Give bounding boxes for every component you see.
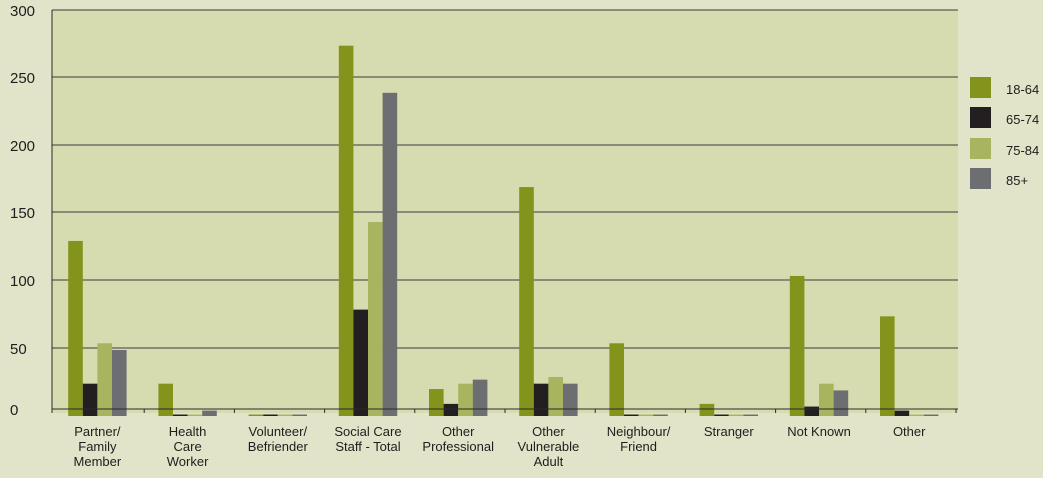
legend-swatch-85plus <box>970 168 991 189</box>
x-tick-label-line: Other <box>442 424 475 439</box>
y-tick-label: 200 <box>10 138 35 155</box>
bar-85plus-cat-8 <box>833 390 849 416</box>
bar-85plus-cat-2 <box>292 414 307 416</box>
legend-swatch-65-74 <box>970 107 991 128</box>
bar-65-74-cat-9 <box>894 410 910 416</box>
bar-65-74-cat-7 <box>714 414 729 416</box>
x-tick-label-line: Not Known <box>787 424 851 439</box>
x-tick-label-line: Neighbour/ <box>607 424 671 439</box>
legend-label: 75-84 <box>1006 143 1039 158</box>
bar-75-84-cat-0 <box>97 343 112 416</box>
y-tick-label: 0 <box>10 402 18 419</box>
x-tick-label: Social Care Staff - Total <box>334 424 401 454</box>
y-tick-label: 300 <box>10 3 35 20</box>
x-tick-label: Neighbour/Friend <box>607 424 671 454</box>
bar-65-74-cat-3 <box>353 309 368 416</box>
x-tick-label-line: Other <box>532 424 565 439</box>
x-tick-label-line: Health <box>169 424 207 439</box>
bar-75-84-cat-6 <box>638 414 654 416</box>
bar-18-64-cat-8 <box>789 275 805 416</box>
bar-75-84-cat-4 <box>458 383 473 416</box>
bar-85plus-cat-3 <box>382 92 398 417</box>
bar-85plus-cat-1 <box>202 410 217 416</box>
bar-18-64-cat-5 <box>519 187 534 416</box>
bar-65-74-cat-6 <box>624 414 639 416</box>
bar-75-84-cat-2 <box>277 414 293 416</box>
bar-18-64-cat-6 <box>609 343 624 416</box>
bar-85plus-cat-4 <box>472 379 488 416</box>
bar-65-74-cat-4 <box>443 403 459 416</box>
x-tick-label-line: Worker <box>167 454 209 469</box>
x-tick-label-line: Other <box>893 424 926 439</box>
legend-label: 18-64 <box>1006 82 1039 97</box>
legend-label: 65-74 <box>1006 112 1039 127</box>
x-tick-label-line: Friend <box>620 439 657 454</box>
bar-18-64-cat-1 <box>158 383 173 416</box>
x-tick-label: Other Vulnerable Adult <box>518 424 580 469</box>
x-tick-label-line: Adult <box>534 454 564 469</box>
bar-65-74-cat-5 <box>533 383 549 416</box>
y-tick-label: 50 <box>10 341 27 358</box>
bar-65-74-cat-1 <box>173 414 188 416</box>
bar-18-64-cat-3 <box>338 45 354 417</box>
bar-75-84-cat-9 <box>909 414 924 416</box>
y-tick-label: 150 <box>10 205 35 222</box>
bar-75-84-cat-8 <box>819 383 834 416</box>
bar-18-64-cat-0 <box>68 240 83 416</box>
x-tick-label-line: Vulnerable <box>518 439 580 454</box>
bar-75-84-cat-1 <box>187 414 203 416</box>
bar-85plus-cat-6 <box>653 414 668 416</box>
x-tick-label: Health Care Worker <box>167 424 209 469</box>
x-tick-label: Other Professional <box>422 424 494 454</box>
x-tick-label: Volunteer/Befriender <box>248 424 309 454</box>
x-tick-label-line: Member <box>74 454 122 469</box>
bar-85plus-cat-9 <box>923 414 939 416</box>
bar-18-64-cat-9 <box>880 316 895 416</box>
legend-swatch-75-84 <box>970 138 991 159</box>
x-tick-label-line: Professional <box>422 439 494 454</box>
x-tick-label-line: Care <box>174 439 202 454</box>
x-tick-label-line: Stranger <box>704 424 755 439</box>
bar-65-74-cat-0 <box>82 383 98 416</box>
x-tick-label-line: Social Care <box>334 424 401 439</box>
bar-85plus-cat-7 <box>743 414 758 416</box>
x-tick-label: Not Known <box>787 424 851 439</box>
bar-18-64-cat-2 <box>248 414 264 416</box>
x-tick-label-line: Partner/ <box>74 424 121 439</box>
bar-18-64-cat-7 <box>699 403 715 416</box>
bar-65-74-cat-2 <box>263 414 278 416</box>
bar-75-84-cat-5 <box>548 376 563 416</box>
y-tick-label: 250 <box>10 70 35 87</box>
bar-85plus-cat-5 <box>563 383 578 416</box>
legend-label: 85+ <box>1006 173 1028 188</box>
x-tick-label-line: Befriender <box>248 439 309 454</box>
x-tick-label-line: Staff - Total <box>335 439 400 454</box>
x-tick-label-line: Volunteer/ <box>249 424 308 439</box>
y-tick-label: 100 <box>10 273 35 290</box>
x-tick-label: Other <box>893 424 926 439</box>
bar-18-64-cat-4 <box>429 389 444 416</box>
x-tick-label-line: Family <box>78 439 117 454</box>
bar-75-84-cat-7 <box>728 414 744 416</box>
x-tick-label: Stranger <box>704 424 755 439</box>
bar-85plus-cat-0 <box>112 350 127 416</box>
bar-75-84-cat-3 <box>368 222 383 416</box>
bar-65-74-cat-8 <box>804 406 819 416</box>
legend-swatch-18-64 <box>970 77 991 98</box>
x-tick-label: Partner/Family Member <box>74 424 122 469</box>
